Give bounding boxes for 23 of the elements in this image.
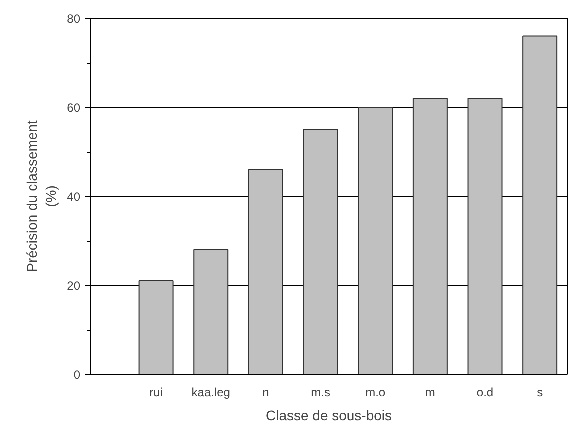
y-tick-label: 80	[67, 12, 81, 26]
x-tick-label: m	[425, 386, 436, 400]
x-tick-label: m.s	[311, 386, 330, 400]
x-axis-title: Classe de sous-bois	[266, 408, 392, 424]
bar	[194, 249, 229, 374]
bar	[522, 36, 558, 374]
y-axis-title: Précision du classement (%)	[24, 120, 60, 272]
bar	[248, 169, 284, 374]
x-tick-label: s	[537, 386, 544, 400]
bar	[468, 98, 503, 374]
bar	[138, 280, 174, 374]
bar	[412, 98, 448, 374]
bar	[358, 107, 394, 374]
y-tick-label: 60	[67, 101, 81, 115]
bar	[303, 129, 338, 374]
x-tick-label: kaa.leg	[192, 386, 230, 400]
y-tick-label: 40	[67, 190, 81, 204]
x-tick-label: rui	[150, 386, 163, 400]
x-tick-label: n	[262, 386, 270, 400]
y-tick-label: 0	[74, 368, 81, 382]
x-tick-label: m.o	[366, 386, 386, 400]
x-tick-label: o.d	[476, 386, 494, 400]
y-tick-label: 20	[67, 279, 81, 293]
